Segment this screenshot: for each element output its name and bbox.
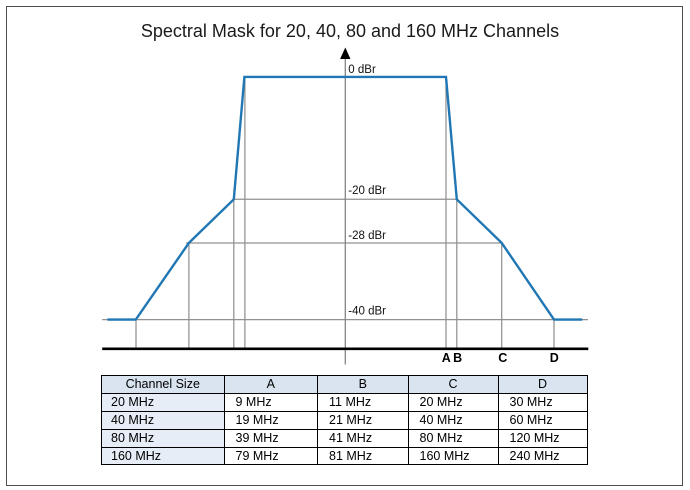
svg-text:A: A bbox=[442, 351, 451, 365]
svg-text:-20 dBr: -20 dBr bbox=[348, 185, 386, 197]
svg-text:0 dBr: 0 dBr bbox=[348, 64, 376, 76]
svg-text:-40 dBr: -40 dBr bbox=[348, 305, 386, 317]
svg-text:B: B bbox=[453, 351, 462, 365]
svg-text:-28 dBr: -28 dBr bbox=[348, 230, 386, 242]
svg-text:C: C bbox=[498, 351, 507, 365]
svg-text:D: D bbox=[550, 351, 559, 365]
